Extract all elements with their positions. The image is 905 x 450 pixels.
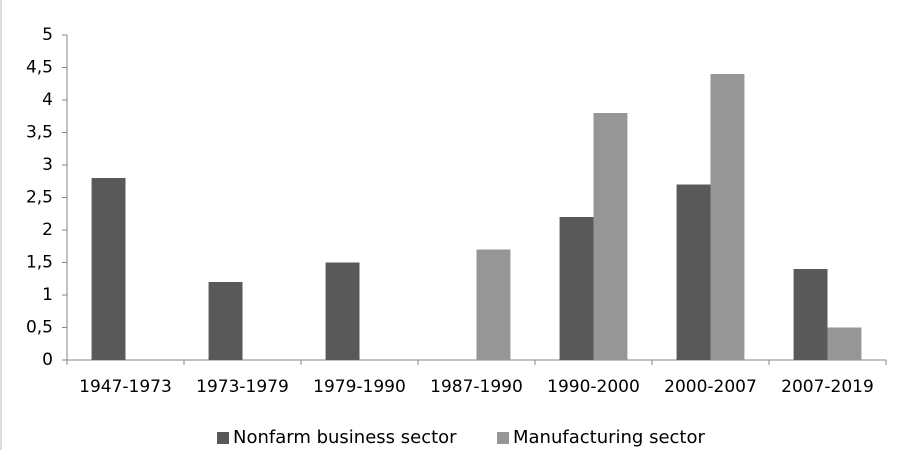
bar [208,282,243,360]
bar [710,74,745,360]
x-tick-label: 2007-2019 [781,377,874,397]
legend-swatch [217,432,229,444]
y-tick-label: 2,5 [26,188,53,208]
x-tick-label: 2000-2007 [664,377,757,397]
y-tick-label: 1,5 [26,253,53,273]
bar [476,249,511,360]
legend-swatch [497,432,509,444]
legend-label: Manufacturing sector [513,427,705,448]
bar [793,269,828,360]
legend-label: Nonfarm business sector [233,427,457,448]
y-tick-label: 5 [42,25,53,45]
y-tick-label: 0,5 [26,318,53,338]
bar [593,113,628,360]
y-tick-label: 2 [42,220,53,240]
x-tick-label: 1990-2000 [547,377,640,397]
y-tick-label: 0 [42,350,53,370]
y-tick-label: 3,5 [26,123,53,143]
bar [91,178,126,360]
y-tick-label: 1 [42,285,53,305]
x-tick-label: 1987-1990 [430,377,523,397]
x-tick-label: 1973-1979 [196,377,289,397]
x-tick-label: 1979-1990 [313,377,406,397]
bar [676,184,711,360]
bar [559,217,594,360]
bar [827,327,862,360]
y-tick-label: 3 [42,155,53,175]
y-tick-label: 4,5 [26,58,53,78]
bar [325,262,360,360]
x-tick-label: 1947-1973 [79,377,172,397]
y-tick-label: 4 [42,90,53,110]
